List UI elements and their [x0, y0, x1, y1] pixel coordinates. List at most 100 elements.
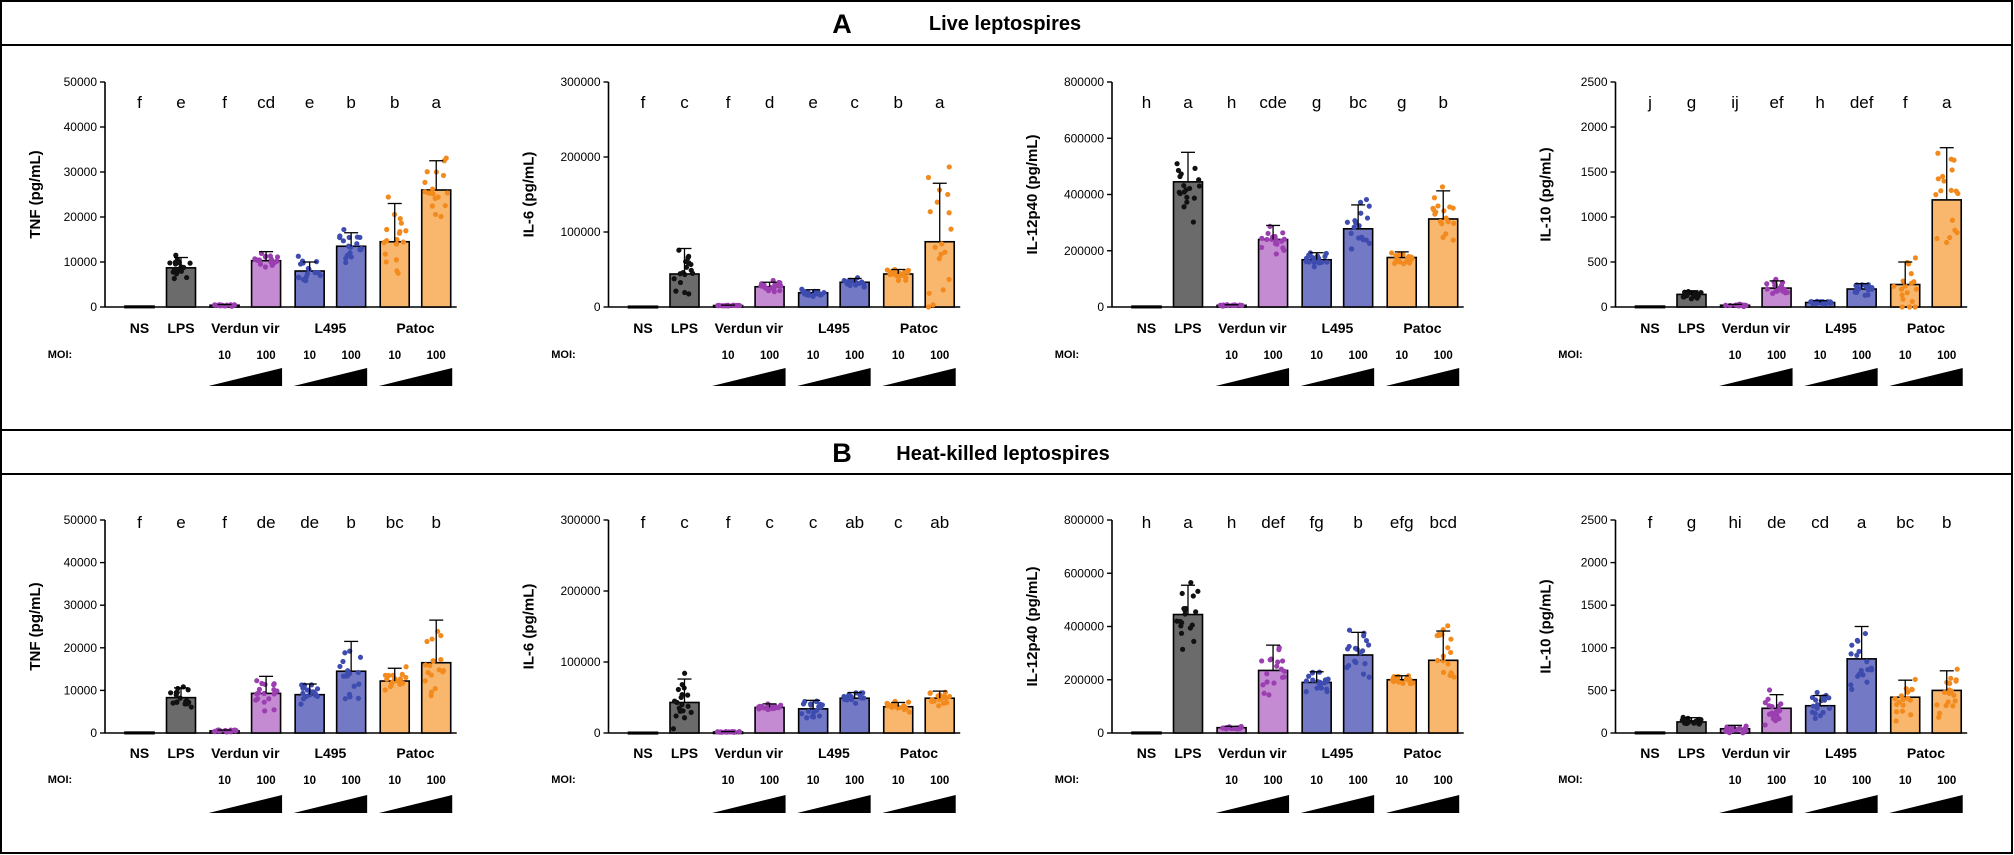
y-tick-label: 0	[594, 300, 601, 314]
y-tick-label: 1000	[1581, 641, 1608, 655]
data-point	[679, 681, 685, 688]
category-label-ns: NS	[1137, 320, 1156, 336]
data-point	[1348, 230, 1354, 236]
data-point	[936, 256, 942, 262]
data-point	[1946, 687, 1952, 693]
data-point	[1314, 685, 1320, 691]
data-point	[1854, 289, 1860, 296]
data-point	[688, 709, 694, 715]
data-point	[1865, 292, 1871, 298]
data-point	[1317, 679, 1323, 685]
data-point	[808, 702, 814, 708]
y-tick-label: 0	[1097, 726, 1104, 740]
data-point	[843, 695, 849, 701]
data-point	[1184, 199, 1190, 205]
bar-patoc-moi100	[420, 189, 452, 308]
data-point	[1949, 217, 1955, 223]
data-point	[905, 699, 912, 705]
y-tick-label: 2500	[1581, 513, 1608, 527]
category-label-ns: NS	[1137, 745, 1156, 761]
data-point	[214, 727, 221, 733]
panel-b: B Heat-killed leptospires 01000020000300…	[0, 429, 2013, 854]
moi-low-label: 10	[218, 350, 231, 362]
data-point	[422, 179, 428, 185]
moi-high-label: 100	[845, 775, 864, 787]
data-point	[1323, 686, 1330, 692]
data-point	[181, 264, 187, 271]
data-point	[673, 713, 679, 719]
data-point	[682, 670, 688, 676]
data-point	[1891, 283, 1897, 289]
data-point	[341, 226, 347, 233]
significance-letter: ef	[1769, 93, 1783, 112]
data-point	[300, 277, 307, 283]
data-point	[946, 210, 952, 216]
data-point	[1344, 219, 1351, 225]
category-label-verdun-vir: Verdun vir	[1218, 745, 1287, 761]
data-point	[428, 672, 434, 678]
significance-letter: c	[680, 93, 689, 112]
data-point	[175, 685, 181, 692]
bar-l495-moi10	[1804, 704, 1836, 734]
moi-high-label: 100	[256, 350, 275, 362]
data-point	[253, 697, 259, 703]
bar-patoc-moi10	[379, 680, 411, 734]
data-point	[1952, 227, 1958, 233]
data-point	[1862, 630, 1868, 637]
data-point	[1279, 658, 1286, 664]
moi-low-label: 10	[807, 775, 820, 787]
data-point	[1899, 292, 1905, 298]
data-point	[422, 662, 429, 668]
data-point	[1431, 195, 1438, 201]
moi-low-label: 10	[892, 775, 905, 787]
data-point	[1181, 204, 1187, 210]
data-point	[1854, 652, 1860, 658]
data-point	[1349, 246, 1355, 252]
moi-gradient-wedge	[882, 368, 956, 386]
data-point	[1947, 234, 1953, 241]
data-point	[804, 715, 810, 721]
data-point	[677, 279, 684, 286]
moi-high-label: 100	[1852, 350, 1871, 362]
data-point	[1908, 280, 1915, 286]
significance-letter: b	[1438, 93, 1447, 112]
moi-gradient-wedge	[712, 795, 786, 813]
data-point	[1810, 301, 1816, 307]
data-point	[1281, 236, 1287, 242]
data-point	[381, 239, 387, 246]
moi-gradient-wedge	[378, 795, 453, 813]
data-point	[1193, 609, 1199, 615]
data-point	[1258, 244, 1265, 251]
moi-low-label: 10	[1899, 775, 1912, 787]
moi-gradient-wedge	[293, 795, 368, 813]
bar-patoc-moi10	[882, 705, 914, 734]
data-point	[676, 705, 682, 711]
data-point	[1259, 658, 1265, 664]
category-label-lps: LPS	[167, 745, 194, 761]
data-point	[1951, 692, 1957, 698]
data-point	[343, 259, 349, 266]
data-point	[670, 726, 677, 732]
data-point	[432, 211, 439, 218]
data-point	[715, 302, 721, 309]
data-point	[1440, 234, 1446, 241]
data-point	[1686, 718, 1692, 725]
data-point	[1196, 183, 1203, 189]
bar-lps	[165, 267, 197, 308]
data-point	[1178, 630, 1185, 636]
significance-letter: g	[1397, 93, 1406, 112]
data-point	[1900, 696, 1906, 702]
moi-gradient-wedge	[208, 368, 283, 386]
data-point	[1912, 255, 1919, 261]
data-point	[671, 698, 678, 704]
data-point	[1180, 646, 1186, 652]
significance-letter: f	[222, 93, 227, 112]
data-point	[777, 288, 783, 294]
data-point	[685, 692, 691, 698]
data-point	[1195, 588, 1201, 594]
data-point	[1445, 645, 1451, 651]
data-point	[1952, 698, 1958, 704]
data-point	[1272, 240, 1279, 247]
data-point	[398, 220, 404, 226]
significance-letter: h	[1142, 93, 1151, 112]
